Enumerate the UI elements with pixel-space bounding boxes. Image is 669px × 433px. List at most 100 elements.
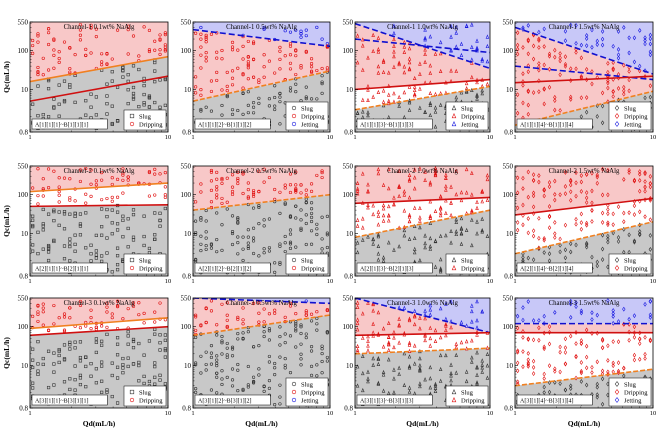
diamond-marker <box>558 236 562 242</box>
square-marker <box>94 249 98 253</box>
diamond-marker <box>606 78 610 83</box>
triangle-marker <box>438 213 443 218</box>
triangle-marker <box>386 347 391 352</box>
circle-marker <box>315 363 319 367</box>
triangle-marker <box>418 315 422 320</box>
square-marker <box>89 105 93 109</box>
triangle-marker <box>451 256 457 263</box>
triangle-marker <box>412 250 417 255</box>
circle-marker <box>100 178 104 182</box>
diamond-marker <box>616 55 621 61</box>
circle-marker <box>137 54 141 58</box>
square-marker <box>142 92 146 97</box>
circle-marker <box>283 202 287 206</box>
circle-marker <box>241 247 245 251</box>
circle-marker <box>315 310 319 314</box>
circle-marker <box>147 48 152 52</box>
square-marker <box>68 85 72 89</box>
diamond-marker <box>542 44 546 49</box>
circle-marker <box>147 49 152 54</box>
circle-marker <box>220 302 224 306</box>
circle-marker <box>251 380 256 384</box>
legend-label-dripping: Dripping <box>461 266 485 273</box>
circle-marker <box>291 397 297 403</box>
legend-box <box>445 253 489 275</box>
circle-marker <box>126 307 130 311</box>
circle-marker <box>288 30 293 34</box>
square-marker <box>110 232 114 236</box>
square-marker <box>147 94 152 98</box>
square-marker <box>78 340 83 344</box>
triangle-marker <box>361 216 365 221</box>
diamond-marker <box>542 193 546 199</box>
diamond-marker <box>614 121 620 127</box>
triangle-marker <box>407 66 412 71</box>
diamond-marker <box>521 82 525 88</box>
circle-marker <box>304 95 308 99</box>
diamond-marker <box>611 211 615 217</box>
circle-marker <box>251 75 256 79</box>
diamond-marker <box>542 237 546 243</box>
triangle-marker <box>366 188 370 193</box>
circle-marker <box>251 236 256 240</box>
diamond-marker <box>531 358 536 364</box>
circle-marker <box>251 105 256 109</box>
panel-frame <box>29 165 169 277</box>
circle-marker <box>78 28 83 32</box>
triangle-marker <box>475 231 479 236</box>
circle-marker <box>315 68 319 73</box>
diamond-marker <box>521 335 525 340</box>
triangle-marker <box>355 304 360 309</box>
diamond-marker <box>648 298 653 304</box>
circle-marker <box>320 74 324 78</box>
x-tick-label: 1 <box>191 134 194 141</box>
panel-title: Channel-1 0.5wt% NaAlg <box>226 24 297 31</box>
circle-marker <box>325 308 329 312</box>
circle-marker <box>41 323 45 327</box>
circle-marker <box>52 48 56 52</box>
diamond-marker <box>622 219 626 225</box>
circle-marker <box>320 170 324 175</box>
square-marker <box>89 92 93 96</box>
y-tick-label: 550 <box>503 295 514 303</box>
triangle-marker <box>470 44 474 49</box>
square-marker <box>84 385 88 389</box>
diamond-marker <box>563 255 568 261</box>
triangle-marker <box>428 307 433 312</box>
diamond-marker <box>614 265 620 271</box>
square-marker <box>110 79 114 83</box>
diamond-marker <box>563 28 568 34</box>
diamond-marker <box>579 74 584 79</box>
triangle-marker <box>423 51 427 57</box>
circle-marker <box>57 176 61 180</box>
square-marker <box>89 374 93 378</box>
triangle-marker <box>475 38 479 43</box>
diamond-marker <box>600 345 605 351</box>
region-dripping <box>30 22 168 82</box>
triangle-marker <box>475 96 479 101</box>
diamond-marker <box>638 336 642 342</box>
square-marker <box>73 214 77 218</box>
diamond-marker <box>563 336 568 342</box>
circle-marker <box>194 363 198 367</box>
circle-marker <box>251 381 256 385</box>
triangle-marker <box>459 41 464 46</box>
square-marker <box>131 91 136 96</box>
circle-marker <box>257 101 261 105</box>
diamond-marker <box>600 219 605 225</box>
circle-marker <box>153 167 157 171</box>
circle-marker <box>105 52 109 56</box>
y-tick-label: 10 <box>346 230 354 238</box>
diamond-marker <box>521 202 525 208</box>
region-jetting <box>515 298 653 324</box>
circle-marker <box>294 245 298 249</box>
square-marker <box>163 206 167 211</box>
triangle-marker <box>428 213 433 218</box>
diamond-marker <box>627 316 631 322</box>
square-marker <box>158 348 162 352</box>
diamond-marker <box>584 33 589 38</box>
circle-marker <box>137 313 141 317</box>
diamond-marker <box>643 68 647 74</box>
circle-marker <box>320 371 324 375</box>
